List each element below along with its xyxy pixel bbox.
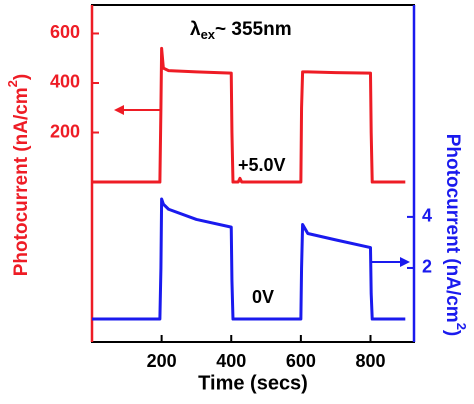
subscript: ex [201, 27, 216, 42]
superscript: 2 [454, 323, 469, 330]
bias-high-label: +5.0V [238, 155, 286, 175]
label-close: ) [11, 74, 32, 80]
right-arrow [372, 257, 410, 267]
y2-tick-label: 4 [422, 206, 432, 226]
x-tick-label: 800 [355, 351, 385, 371]
y-axis-label: Photocurrent (nA/cm2) [5, 74, 32, 277]
x-tick-label: 600 [286, 351, 316, 371]
x-tick-label: 400 [216, 351, 246, 371]
series-line [92, 46, 406, 184]
label-text: Photocurrent (nA/cm [11, 87, 32, 276]
bias-zero-label: 0V [252, 287, 274, 307]
y2-axis-label: Photocurrent (nA/cm2) [442, 134, 469, 337]
y2-tick-label: 2 [422, 257, 432, 277]
lambda: λ [190, 19, 201, 40]
x-axis-label: Time (secs) [198, 372, 308, 394]
y-tick-label: 600 [50, 22, 80, 42]
excitation-annotation: λex~ 355nm [190, 19, 292, 42]
wavelength: ~ 355nm [215, 19, 292, 40]
y-tick-label: 200 [50, 121, 80, 141]
superscript: 2 [5, 80, 20, 87]
x-tick-label: 200 [147, 351, 177, 371]
label-text: Photocurrent (nA/cm [442, 134, 463, 323]
label-close: ) [442, 330, 463, 336]
series-line [92, 197, 406, 321]
y-tick-label: 400 [50, 72, 80, 92]
left-arrow [114, 105, 160, 115]
